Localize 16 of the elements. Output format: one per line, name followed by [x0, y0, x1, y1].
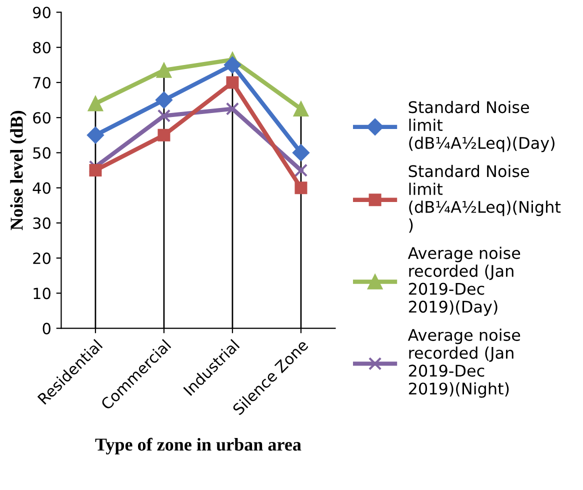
- y-tick-label: 30: [33, 217, 50, 229]
- y-tick-label: 80: [33, 42, 50, 54]
- y-tick-label: 70: [33, 76, 50, 89]
- x-axis-title: Type of zone in urban area: [95, 438, 302, 454]
- legend-label: Standard Noise limit (dB¼A½Leq)(Day): [408, 100, 554, 152]
- y-tick-label: 10: [34, 288, 50, 300]
- legend-label: Average noise recorded (Jan 2019-Dec 2019)(Night): [408, 328, 520, 398]
- y-tick-label: 50: [33, 147, 50, 159]
- y-tick-label: 40: [32, 182, 50, 194]
- y-tick-label: 0: [42, 322, 50, 334]
- legend-label: Average noise recorded (Jan 2019-Dec 2019)(Day): [408, 246, 520, 316]
- y-tick-label: 20: [33, 252, 50, 264]
- y-tick-label: 60: [33, 112, 50, 124]
- y-tick-label: 90: [33, 6, 50, 18]
- legend-label: Standard Noise limit (dB¼A½Leq)(Night): [408, 164, 561, 233]
- y-axis-title: Noise level (dB): [10, 110, 26, 230]
